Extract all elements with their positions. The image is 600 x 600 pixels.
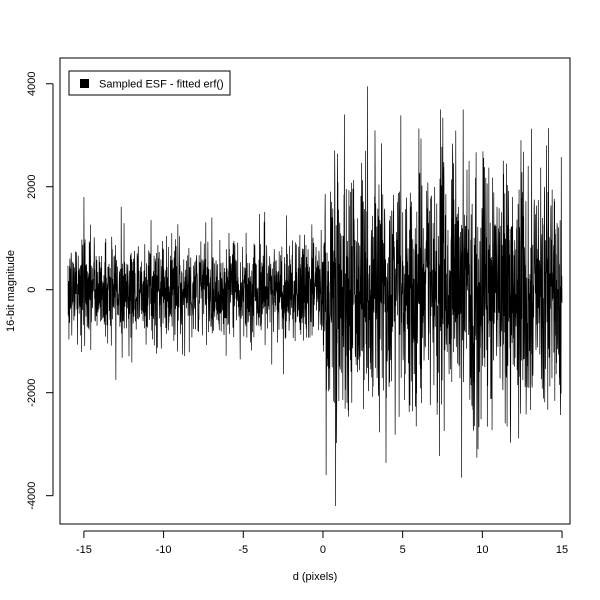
legend-entry-label: Sampled ESF - fitted erf() [99,79,224,91]
y-tick-label: -2000 [26,379,38,407]
x-tick-label: -15 [76,544,92,556]
legend-box [68,70,231,96]
x-tick-label: 5 [400,544,406,556]
y-tick-label: 4000 [26,72,38,96]
x-tick-label: 10 [476,544,488,556]
x-tick-label: 15 [556,544,568,556]
legend: Sampled ESF - fitted erf() [68,70,231,96]
x-axis-label: d (pixels) [293,571,338,583]
y-tick-label: 2000 [26,174,38,198]
x-tick-label: -5 [238,544,248,556]
x-axis: -15 -10 -5 0 5 10 15 [76,530,568,556]
legend-swatch [80,79,89,88]
y-axis-label: 16-bit magnitude [5,250,17,332]
x-tick-label: -10 [156,544,172,556]
series-line-sampled-esf [67,86,563,506]
y-tick-label: 0 [26,287,38,293]
data-layer [67,86,563,506]
x-tick-label: 0 [320,544,326,556]
y-axis: -4000 -2000 0 2000 4000 [26,72,54,510]
plot-frame [59,57,571,525]
y-tick-label: -4000 [26,482,38,510]
